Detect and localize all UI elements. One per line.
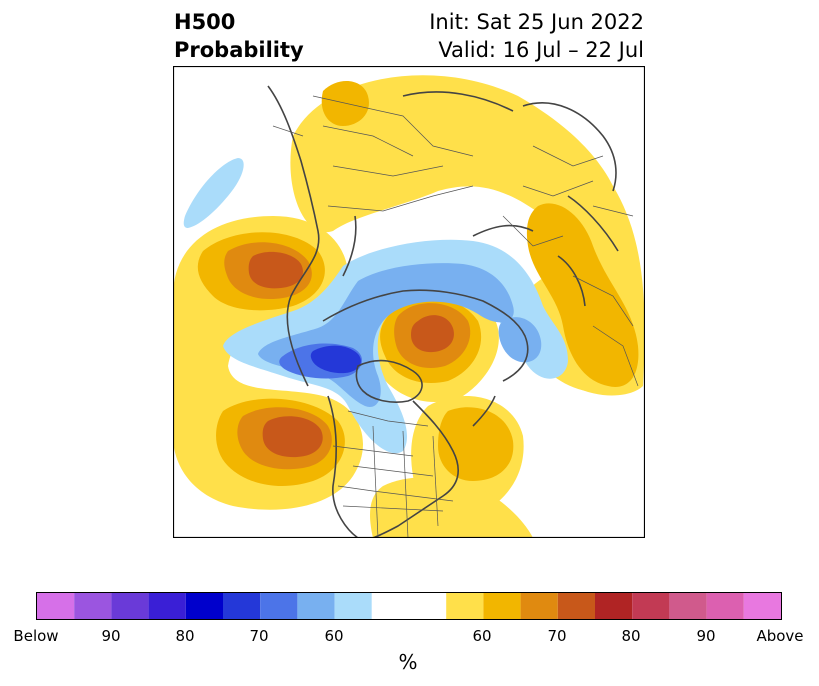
colorbar-segment <box>74 593 112 619</box>
colorbar-segment <box>148 593 186 619</box>
coastlines <box>267 85 619 538</box>
colorbar-segment <box>706 593 744 619</box>
contour-below-75 <box>310 345 361 374</box>
colorbar-segment <box>446 593 484 619</box>
political-borders <box>272 95 639 538</box>
colorbar-segment <box>632 593 670 619</box>
colorbar-segment <box>37 593 75 619</box>
colorbar-segment <box>595 593 633 619</box>
contour-above-60 <box>370 477 533 538</box>
probability-map <box>173 66 645 538</box>
tick-label: 60 <box>324 627 344 645</box>
tick-label: 70 <box>547 627 567 645</box>
colorbar-segment <box>223 593 261 619</box>
colorbar-segment <box>743 593 781 619</box>
colorbar-segment <box>483 593 521 619</box>
valid-range: Valid: 16 Jul – 22 Jul <box>438 38 644 62</box>
colorbar-segment <box>520 593 558 619</box>
tick-label: Above <box>756 627 804 645</box>
contour-below-60 <box>183 158 244 228</box>
colorbar <box>36 592 782 620</box>
colorbar-segment <box>557 593 595 619</box>
date-info: Init: Sat 25 Jun 2022 Valid: 16 Jul – 22… <box>429 8 644 64</box>
init-date: Init: Sat 25 Jun 2022 <box>429 10 644 34</box>
tick-label: Below <box>13 627 59 645</box>
colorbar-segment <box>260 593 298 619</box>
contour-above-75 <box>411 315 454 353</box>
colorbar-segment <box>334 593 372 619</box>
tick-label: 90 <box>101 627 121 645</box>
tick-label: 60 <box>472 627 492 645</box>
below-normal-region <box>183 158 568 454</box>
colorbar-segment <box>669 593 707 619</box>
tick-label: 80 <box>621 627 641 645</box>
colorbar-unit: % <box>398 650 418 674</box>
tick-label: 70 <box>249 627 269 645</box>
contour-below-65 <box>498 317 542 363</box>
colorbar-segment <box>371 593 447 619</box>
title-line-1: H500 <box>174 10 236 34</box>
map-title: H500 Probability <box>174 8 304 64</box>
colorbar-frame <box>36 592 782 620</box>
contour-above-75 <box>248 251 303 289</box>
colorbar-segment <box>297 593 335 619</box>
colorbar-segment <box>185 593 223 619</box>
tick-label: 90 <box>696 627 716 645</box>
contour-above-75 <box>262 416 323 458</box>
colorbar-segment <box>111 593 149 619</box>
title-line-2: Probability <box>174 38 304 62</box>
tick-label: 80 <box>175 627 195 645</box>
map-frame <box>173 66 645 538</box>
